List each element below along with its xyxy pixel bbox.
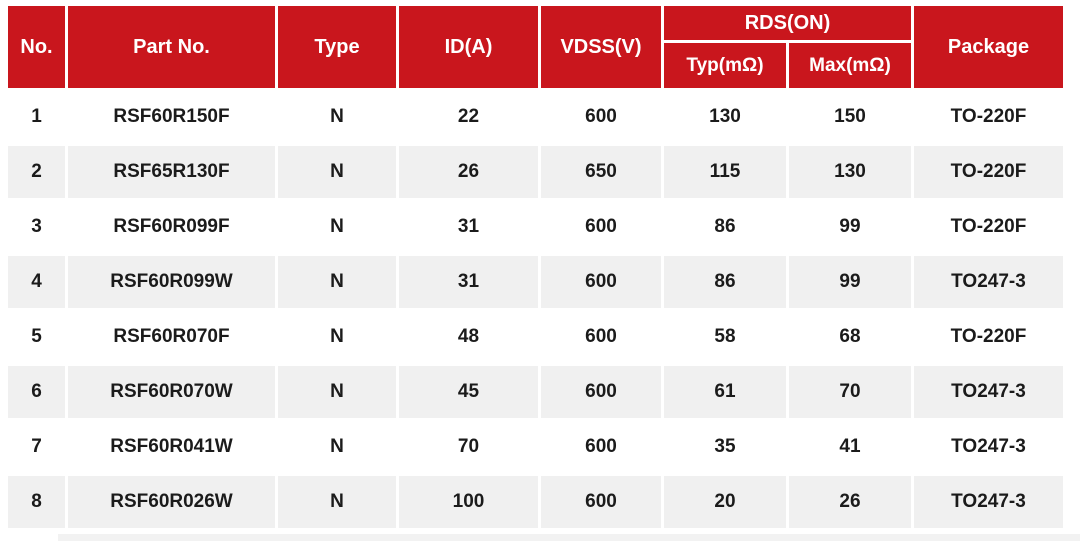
table-row: 5 RSF60R070F N 48 600 58 68 TO-220F (8, 311, 1063, 363)
col-header-max: Max(mΩ) (789, 43, 911, 88)
cell-package: TO-220F (914, 91, 1063, 143)
cell-rds-max: 99 (789, 201, 911, 253)
cell-rds-typ: 20 (664, 476, 786, 528)
cell-id: 70 (399, 421, 538, 473)
cell-package: TO247-3 (914, 366, 1063, 418)
cell-rds-max: 68 (789, 311, 911, 363)
cell-rds-max: 41 (789, 421, 911, 473)
table-row: 8 RSF60R026W N 100 600 20 26 TO247-3 (8, 476, 1063, 528)
cell-part-no: RSF60R070F (68, 311, 275, 363)
table-header: No. Part No. Type ID(A) VDSS(V) RDS(ON) … (8, 6, 1063, 88)
cell-id: 26 (399, 146, 538, 198)
table-row: 3 RSF60R099F N 31 600 86 99 TO-220F (8, 201, 1063, 253)
cell-type: N (278, 201, 396, 253)
parts-table-wrap: No. Part No. Type ID(A) VDSS(V) RDS(ON) … (5, 3, 1066, 531)
cell-rds-typ: 115 (664, 146, 786, 198)
table-row: 2 RSF65R130F N 26 650 115 130 TO-220F (8, 146, 1063, 198)
cell-vdss: 650 (541, 146, 661, 198)
col-header-id: ID(A) (399, 6, 538, 88)
cell-type: N (278, 91, 396, 143)
cell-vdss: 600 (541, 201, 661, 253)
cell-id: 100 (399, 476, 538, 528)
cell-no: 6 (8, 366, 65, 418)
cell-id: 31 (399, 256, 538, 308)
cell-rds-typ: 130 (664, 91, 786, 143)
cell-part-no: RSF60R026W (68, 476, 275, 528)
cell-package: TO-220F (914, 201, 1063, 253)
col-header-typ: Typ(mΩ) (664, 43, 786, 88)
cell-part-no: RSF60R070W (68, 366, 275, 418)
cell-rds-max: 70 (789, 366, 911, 418)
cell-id: 31 (399, 201, 538, 253)
parts-table: No. Part No. Type ID(A) VDSS(V) RDS(ON) … (5, 3, 1066, 531)
cell-rds-typ: 35 (664, 421, 786, 473)
cell-type: N (278, 421, 396, 473)
cell-no: 1 (8, 91, 65, 143)
cell-no: 4 (8, 256, 65, 308)
cell-rds-max: 150 (789, 91, 911, 143)
cell-vdss: 600 (541, 366, 661, 418)
cell-rds-typ: 86 (664, 256, 786, 308)
cell-type: N (278, 366, 396, 418)
cell-part-no: RSF65R130F (68, 146, 275, 198)
col-header-type: Type (278, 6, 396, 88)
cell-rds-max: 130 (789, 146, 911, 198)
col-header-part-no: Part No. (68, 6, 275, 88)
cell-part-no: RSF60R099F (68, 201, 275, 253)
cell-vdss: 600 (541, 91, 661, 143)
cell-part-no: RSF60R150F (68, 91, 275, 143)
cell-rds-max: 99 (789, 256, 911, 308)
table-row: 7 RSF60R041W N 70 600 35 41 TO247-3 (8, 421, 1063, 473)
cell-vdss: 600 (541, 421, 661, 473)
cell-package: TO-220F (914, 146, 1063, 198)
cell-rds-max: 26 (789, 476, 911, 528)
table-row: 6 RSF60R070W N 45 600 61 70 TO247-3 (8, 366, 1063, 418)
cell-vdss: 600 (541, 476, 661, 528)
cell-vdss: 600 (541, 256, 661, 308)
cell-rds-typ: 58 (664, 311, 786, 363)
col-header-vdss: VDSS(V) (541, 6, 661, 88)
cell-no: 3 (8, 201, 65, 253)
cell-id: 22 (399, 91, 538, 143)
cell-part-no: RSF60R041W (68, 421, 275, 473)
cell-type: N (278, 476, 396, 528)
cell-rds-typ: 86 (664, 201, 786, 253)
cell-part-no: RSF60R099W (68, 256, 275, 308)
col-header-no: No. (8, 6, 65, 88)
cell-package: TO247-3 (914, 476, 1063, 528)
cell-id: 45 (399, 366, 538, 418)
col-header-package: Package (914, 6, 1063, 88)
table-row: 4 RSF60R099W N 31 600 86 99 TO247-3 (8, 256, 1063, 308)
cell-package: TO247-3 (914, 421, 1063, 473)
table-body: 1 RSF60R150F N 22 600 130 150 TO-220F 2 … (8, 91, 1063, 528)
cell-type: N (278, 146, 396, 198)
cell-package: TO-220F (914, 311, 1063, 363)
table-row: 1 RSF60R150F N 22 600 130 150 TO-220F (8, 91, 1063, 143)
cell-no: 5 (8, 311, 65, 363)
cell-rds-typ: 61 (664, 366, 786, 418)
cell-no: 8 (8, 476, 65, 528)
cell-no: 7 (8, 421, 65, 473)
cell-type: N (278, 256, 396, 308)
cell-id: 48 (399, 311, 538, 363)
cell-vdss: 600 (541, 311, 661, 363)
cell-package: TO247-3 (914, 256, 1063, 308)
col-header-rds-on: RDS(ON) (664, 6, 911, 40)
cell-no: 2 (8, 146, 65, 198)
bottom-divider (58, 534, 1080, 541)
cell-type: N (278, 311, 396, 363)
